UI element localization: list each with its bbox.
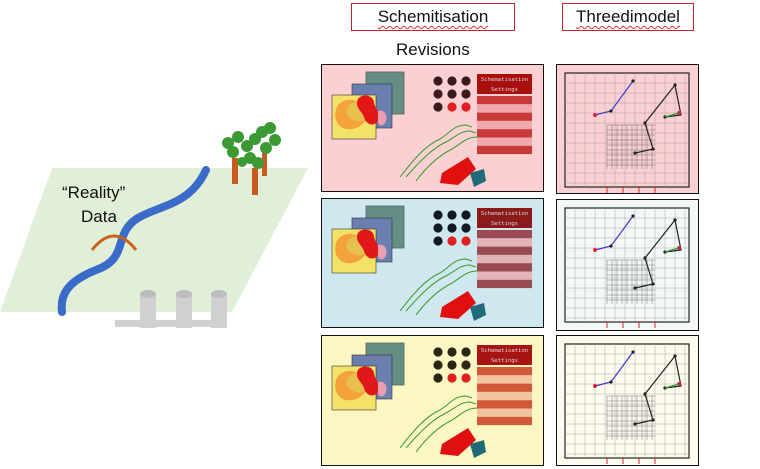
channel-network-icon	[593, 350, 682, 426]
dots-icon	[433, 210, 471, 246]
threedimodel-panel-3	[556, 335, 699, 466]
profile-lines-icon	[399, 395, 479, 453]
channel-network-icon	[593, 214, 682, 290]
reality-label-line2: Data	[81, 207, 117, 226]
polygons-icon	[440, 428, 486, 458]
map-layers-icon	[331, 205, 405, 274]
polygons-icon	[440, 157, 486, 187]
reality-scene: “Reality” Data	[0, 122, 308, 328]
settings-card-subtitle: Settings	[491, 358, 518, 364]
channel-network-icon	[593, 79, 682, 155]
settings-card: Schematisation Settings	[477, 345, 532, 426]
schematisation-header-text: Schemitisation	[377, 7, 489, 26]
wells-icon	[115, 290, 227, 328]
map-layers-icon	[331, 71, 405, 140]
settings-card-title: Schematisation	[481, 348, 528, 354]
threedimodel-panel-2	[556, 199, 699, 331]
settings-card-title: Schematisation	[481, 77, 528, 83]
boundary-ticks-icon	[606, 458, 656, 464]
model-grid-icon	[564, 207, 690, 323]
profile-lines-icon	[399, 258, 479, 316]
threedimodel-panel-1	[556, 64, 699, 194]
threedimodel-header-text: Threedimodel	[576, 7, 680, 26]
revision-panel-3: Schematisation Settings	[321, 335, 544, 466]
trees-icon	[222, 122, 281, 195]
settings-card-subtitle: Settings	[491, 87, 518, 93]
model-grid-icon	[564, 72, 690, 188]
bridge-icon	[90, 234, 138, 251]
settings-card-subtitle: Settings	[491, 221, 518, 227]
revision-panel-2: Schematisation Settings	[321, 198, 544, 328]
boundary-ticks-icon	[606, 322, 656, 328]
polygons-icon	[440, 291, 486, 321]
ground-plane	[0, 168, 308, 312]
revisions-label: Revisions	[396, 40, 470, 59]
model-grid-icon	[564, 343, 690, 459]
schematisation-header: Schemitisation	[351, 3, 515, 31]
map-layers-icon	[331, 342, 405, 411]
settings-card-title: Schematisation	[481, 211, 528, 217]
settings-card: Schematisation Settings	[477, 74, 532, 155]
river	[57, 166, 210, 316]
dots-icon	[433, 76, 471, 112]
revision-panel-1: Schematisation Settings	[321, 64, 544, 192]
boundary-ticks-icon	[606, 187, 656, 193]
profile-lines-icon	[399, 124, 479, 182]
reality-label-line1: “Reality”	[62, 183, 126, 202]
dots-icon	[433, 347, 471, 383]
settings-card: Schematisation Settings	[477, 208, 532, 289]
threedimodel-header: Threedimodel	[562, 3, 694, 31]
